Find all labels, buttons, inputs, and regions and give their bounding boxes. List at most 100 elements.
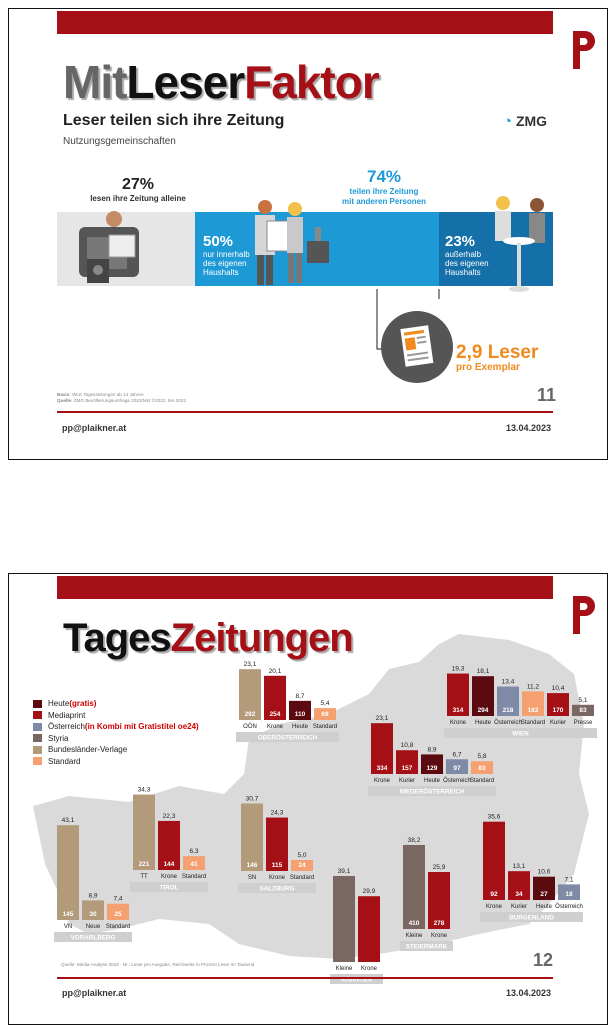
- legend-item: Bundesländer-Verlage: [33, 744, 199, 756]
- bar-readers-label: 292: [245, 711, 256, 718]
- bar-name-label: Krone: [269, 875, 286, 881]
- bar-value-label: 24,3: [271, 810, 284, 817]
- result-stat: 2,9 Leser pro Exemplar: [456, 342, 539, 373]
- bar-readers-label: 24: [298, 862, 306, 869]
- bar-name-label: Neue: [86, 924, 101, 930]
- bar-name-label: Kurier: [399, 778, 415, 784]
- bar-wien-heute: [472, 676, 494, 716]
- bar-name-label: Krone: [486, 904, 503, 910]
- slide-title: MitLeserFaktor: [63, 55, 380, 109]
- title-part-faktor: Faktor: [244, 56, 380, 108]
- pp-logo: [573, 596, 595, 634]
- legend-item: Österreich (in Kombi mit Gratistitel oe2…: [33, 721, 199, 733]
- bar-vorarlberg-neue: [82, 900, 104, 920]
- bar-value-label: 13,4: [502, 679, 515, 686]
- bar-name-label: Kleine: [336, 966, 353, 972]
- bar-name-label: TT: [140, 874, 148, 880]
- bar-value-label: 18,1: [477, 668, 490, 675]
- region-label: WIEN: [512, 731, 529, 738]
- bar-kärnten-krone: [358, 896, 380, 962]
- region-label-box: [444, 728, 597, 738]
- readers-outside-illustration: [495, 196, 545, 292]
- bar-name-label: Kurier: [511, 904, 527, 910]
- bar-steiermark-kleine: [403, 844, 425, 929]
- zmg-icon: ◔: [503, 113, 513, 130]
- bar-value-label: 43,1: [62, 817, 75, 824]
- bar-readers-label: 115: [272, 862, 283, 869]
- stat-outside: 23% außerhalb des eigenen Haushalts: [445, 233, 489, 277]
- region-label-box: [236, 732, 339, 742]
- bar-burgenland-kurier: [508, 871, 530, 900]
- bar-tirol-krone: [158, 820, 180, 870]
- legend-swatch: [33, 745, 42, 754]
- stat-shared: 74% teilen ihre Zeitung mit anderen Pers…: [341, 167, 427, 206]
- bar-wien-österreich: [497, 686, 519, 716]
- pp-logo: [573, 31, 595, 69]
- legend-item: Standard: [33, 756, 199, 768]
- slide-mitleserfaktor: MitLeserFaktor Leser teilen sich ihre Ze…: [8, 8, 608, 460]
- page-number: 12: [533, 950, 554, 970]
- slide-tageszeitungen: TagesZeitungen Heute (gratis) Mediaprint…: [8, 573, 608, 1025]
- top-bar: [57, 11, 553, 34]
- bar-oberösterreich-krone: [264, 675, 286, 720]
- bar-value-label: 11,2: [527, 683, 540, 690]
- bar-vorarlberg-standard: [107, 903, 129, 920]
- newspaper-icon: [381, 311, 453, 383]
- bar-readers-label: 170: [553, 707, 564, 714]
- bar-niederösterreich-standard: [471, 761, 493, 774]
- bar-name-label: Heute: [475, 720, 492, 726]
- bar-wien-standard: [522, 691, 544, 716]
- bar-value-label: 8,7: [295, 693, 304, 700]
- bar-name-label: VN: [64, 924, 72, 930]
- bar-niederösterreich-krone: [371, 723, 393, 774]
- bar-readers-label: 334: [377, 765, 388, 772]
- region-label: SALZBURG: [260, 886, 295, 893]
- bar-value-label: 5,4: [320, 700, 329, 707]
- bar-readers-label: 218: [503, 707, 514, 714]
- bar-tirol-tt: [133, 794, 155, 870]
- bar-wien-presse: [572, 704, 594, 716]
- region-label: BURGENLAND: [509, 915, 554, 922]
- bar-readers-label: 83: [579, 707, 587, 714]
- bar-value-label: 23,1: [244, 661, 257, 668]
- bar-readers-label: 83: [478, 765, 486, 772]
- bar-value-label: 22,3: [163, 813, 176, 820]
- bar-readers-label: 410: [409, 920, 420, 927]
- bar-readers-label: 27: [540, 891, 548, 898]
- legend-swatch: [33, 722, 42, 731]
- bar-salzburg-sn: [241, 803, 263, 871]
- bar-readers-label: 34: [515, 891, 523, 898]
- bar-readers-label: 129: [427, 765, 438, 772]
- bar-name-label: Krone: [161, 874, 178, 880]
- bar-name-label: Standard: [182, 874, 206, 880]
- footer-email: pp@plaikner.at: [62, 423, 127, 433]
- bar-value-label: 5,8: [477, 753, 486, 760]
- bar-readers-label: 254: [270, 711, 281, 718]
- bar-name-label: Heute: [536, 904, 553, 910]
- bar-name-label: Kurier: [550, 720, 566, 726]
- bar-value-label: 25,9: [433, 864, 446, 871]
- bar-name-label: Standard: [290, 875, 314, 881]
- regional-bar-chart: 43,1 145 VN 8,9 30 Neue 7,4 25 Standard VORARLBER…: [54, 661, 597, 984]
- bar-value-label: 6,7: [452, 751, 461, 758]
- region-label-box: [238, 883, 316, 893]
- reader-alone-illustration: [79, 211, 139, 283]
- bar-wien-krone: [447, 673, 469, 716]
- bar-burgenland-krone: [483, 821, 505, 900]
- region-label: NIEDERÖSTERREICH: [399, 787, 465, 796]
- region-label: OBERÖSTERREICH: [258, 733, 318, 742]
- bar-readers-label: 97: [453, 765, 461, 772]
- legend-item: Styria: [33, 733, 199, 745]
- bar-wien-kurier: [547, 693, 569, 716]
- bar-name-label: Krone: [361, 966, 378, 972]
- stat-alone: 27% lesen ihre Zeitung alleine: [90, 176, 186, 203]
- bar-readers-label: 294: [478, 707, 489, 714]
- zmg-logo: ◔ ZMG: [503, 113, 548, 130]
- stat-inside: 50% nur innerhalb des eigenen Haushalts: [203, 233, 250, 277]
- footer-line: [57, 977, 553, 979]
- bar-value-label: 7,4: [113, 896, 122, 903]
- bar-readers-label: 69: [321, 711, 329, 718]
- bar-name-label: Krone: [267, 724, 284, 730]
- bar-readers-label: 144: [164, 861, 175, 868]
- bar-value-label: 30,7: [246, 795, 259, 802]
